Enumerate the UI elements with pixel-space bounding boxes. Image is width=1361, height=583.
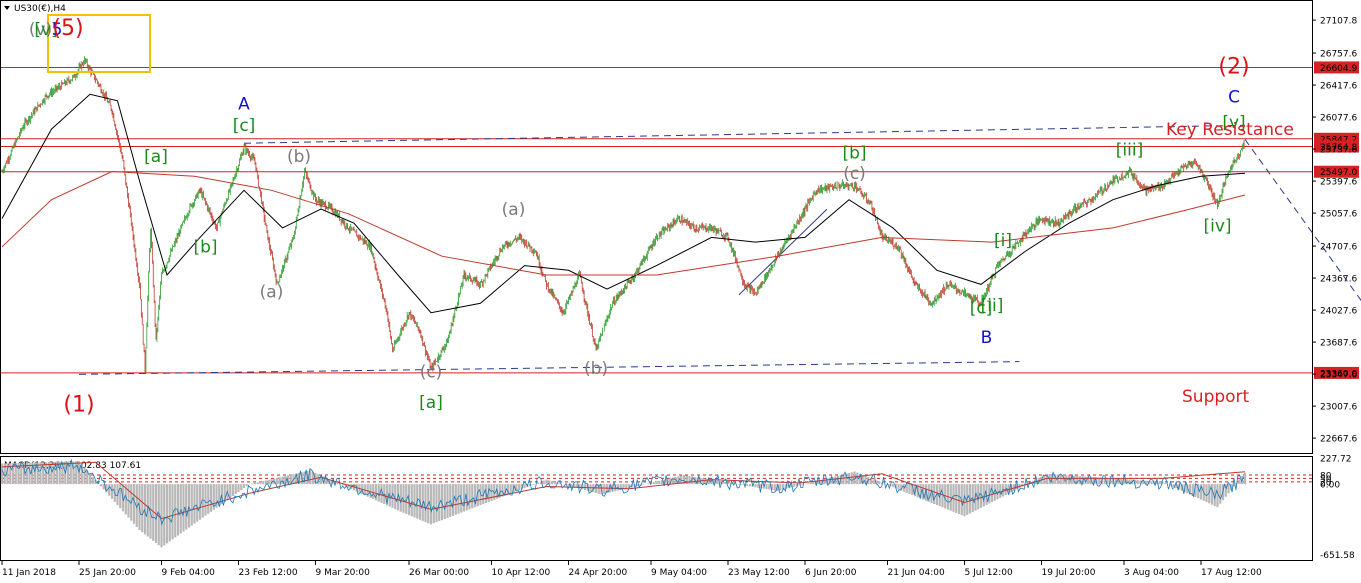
wave-label: (5) [52,16,83,41]
price-tick-label: 23687.6 [1320,339,1357,349]
price-tick-label: 26077.6 [1320,114,1357,124]
wave-label: (v) [29,20,52,40]
macd-tick-label: 227.72 [1320,455,1352,465]
ma-slow-line [1,170,1246,276]
price-tick-label: 25057.6 [1320,210,1357,220]
date-tick-label: 9 May 04:00 [651,568,707,578]
date-tick-label: 19 Jul 20:00 [1042,568,1096,578]
level-value: 25847.2 [1320,135,1357,145]
date-tick-label: 11 Jan 2018 [2,568,56,578]
wave-label: (a) [502,200,526,220]
candles [1,56,1245,373]
wave-label: (b) [584,359,608,379]
wave-label: [b] [842,143,866,163]
macd-tick-label: 50 [1320,475,1332,485]
date-tick-label: 17 Aug 12:00 [1201,568,1262,578]
level-value: 25497.0 [1320,168,1357,178]
date-tick-label: 23 Feb 12:00 [239,568,298,578]
price-tick-label: 25397.6 [1320,178,1357,188]
level-tag [1314,61,1359,74]
trendline [243,124,1246,144]
level-tag [1314,140,1359,153]
macd-main-line [1,458,1244,526]
macd-tick-label: 80 [1320,471,1332,481]
price-panel-border [0,0,1313,454]
wave-label: (c) [843,164,866,184]
wave-label: C [1228,88,1240,108]
price-tick-label: 26757.6 [1320,50,1357,60]
price-tick-label: 24027.6 [1320,307,1357,317]
symbol-label: US30(€),H4 [14,4,66,14]
macd-tick-label: 20 [1320,478,1332,488]
support-label: Support [1182,387,1250,407]
date-tick-label: 25 Jan 20:00 [79,568,136,578]
date-tick-label: 5 Jul 12:00 [965,568,1014,578]
macd-panel-border [0,456,1313,561]
price-tick-label: 27107.8 [1320,17,1357,27]
horizontal-levels [1,66,1312,374]
date-tick-label: 10 Apr 12:00 [492,568,551,578]
level-value: 26604.9 [1320,64,1357,74]
wave-label: (b) [287,147,311,167]
trendline [738,208,828,296]
wave-labels: (v)[v]5(5)(1)A[c][a][b](a)(b)(a)(c)[a](b… [29,16,1250,418]
wave-label: [v] [34,20,57,40]
wave-label: (1) [63,393,94,418]
wave-label: [ii] [981,296,1004,316]
level-value: 25764.8 [1320,143,1357,153]
key-resistance-label: Key Resistance [1166,120,1294,140]
level-value: 23360.0 [1320,369,1357,379]
trendline [78,361,1020,375]
date-axis: 11 Jan 2018 25 Jan 20:00 9 Feb 04:00 23 Feb… [1,560,1262,578]
wave-label: [c] [233,116,256,136]
price-tick-label: 22667.6 [1320,435,1357,445]
wave-label: (a) [260,283,284,303]
trendline [1244,139,1361,302]
wave-label: [a] [419,393,443,413]
wave-label: [b] [193,237,217,257]
wave-label: (c) [420,363,443,383]
price-panel: US30(€),H4 (v)[v]5(5)(1)A[c][a][b](a)(b)… [0,0,1361,454]
price-tick-label: 24367.6 [1320,275,1357,285]
date-tick-label: 6 Jun 20:00 [805,568,857,578]
macd-panel: MACD(12,26,9) 102.83 107.61 227.72800.00… [0,455,1355,562]
macd-histogram [0,461,1247,548]
wave-label: A [238,94,250,114]
date-tick-label: 9 Mar 20:00 [316,568,371,578]
wave-label: 5 [52,20,63,40]
wave-label: B [981,328,993,348]
price-tick-label: 25737.6 [1320,146,1357,156]
date-tick-label: 26 Mar 00:00 [409,568,469,578]
ma-fast-line [1,93,1246,314]
macd-tick-label: -651.58 [1320,551,1355,561]
wave-label: [a] [144,147,168,167]
date-tick-label: 21 Jun 04:00 [888,568,945,578]
macd-tick-label: 0.00 [1320,481,1340,491]
macd-series [1,458,1246,526]
moving-averages [1,93,1246,314]
price-tick-label: 24707.6 [1320,243,1357,253]
wave-label: [iii] [1116,140,1143,160]
date-tick-label: 9 Feb 04:00 [162,568,216,578]
date-tick-label: 23 May 12:00 [728,568,790,578]
wave-label: (2) [1218,55,1249,80]
wave-label: [iv] [1203,217,1231,237]
trendlines [78,124,1361,375]
date-tick-label: 24 Apr 20:00 [569,568,628,578]
date-tick-label: 3 Aug 04:00 [1124,568,1179,578]
level-tag [1314,165,1359,178]
price-tick-label: 23007.6 [1320,403,1357,413]
wave-label: [c] [970,299,993,319]
wave-label: [v] [1222,113,1245,133]
price-tick-label: 26417.6 [1320,82,1357,92]
symbol-dropdown-icon[interactable] [4,6,10,10]
wave-label: [i] [994,231,1012,251]
wave-5-highlight-box [47,14,151,73]
level-tag [1314,366,1359,379]
price-tick-label: 23347.6 [1320,371,1357,381]
